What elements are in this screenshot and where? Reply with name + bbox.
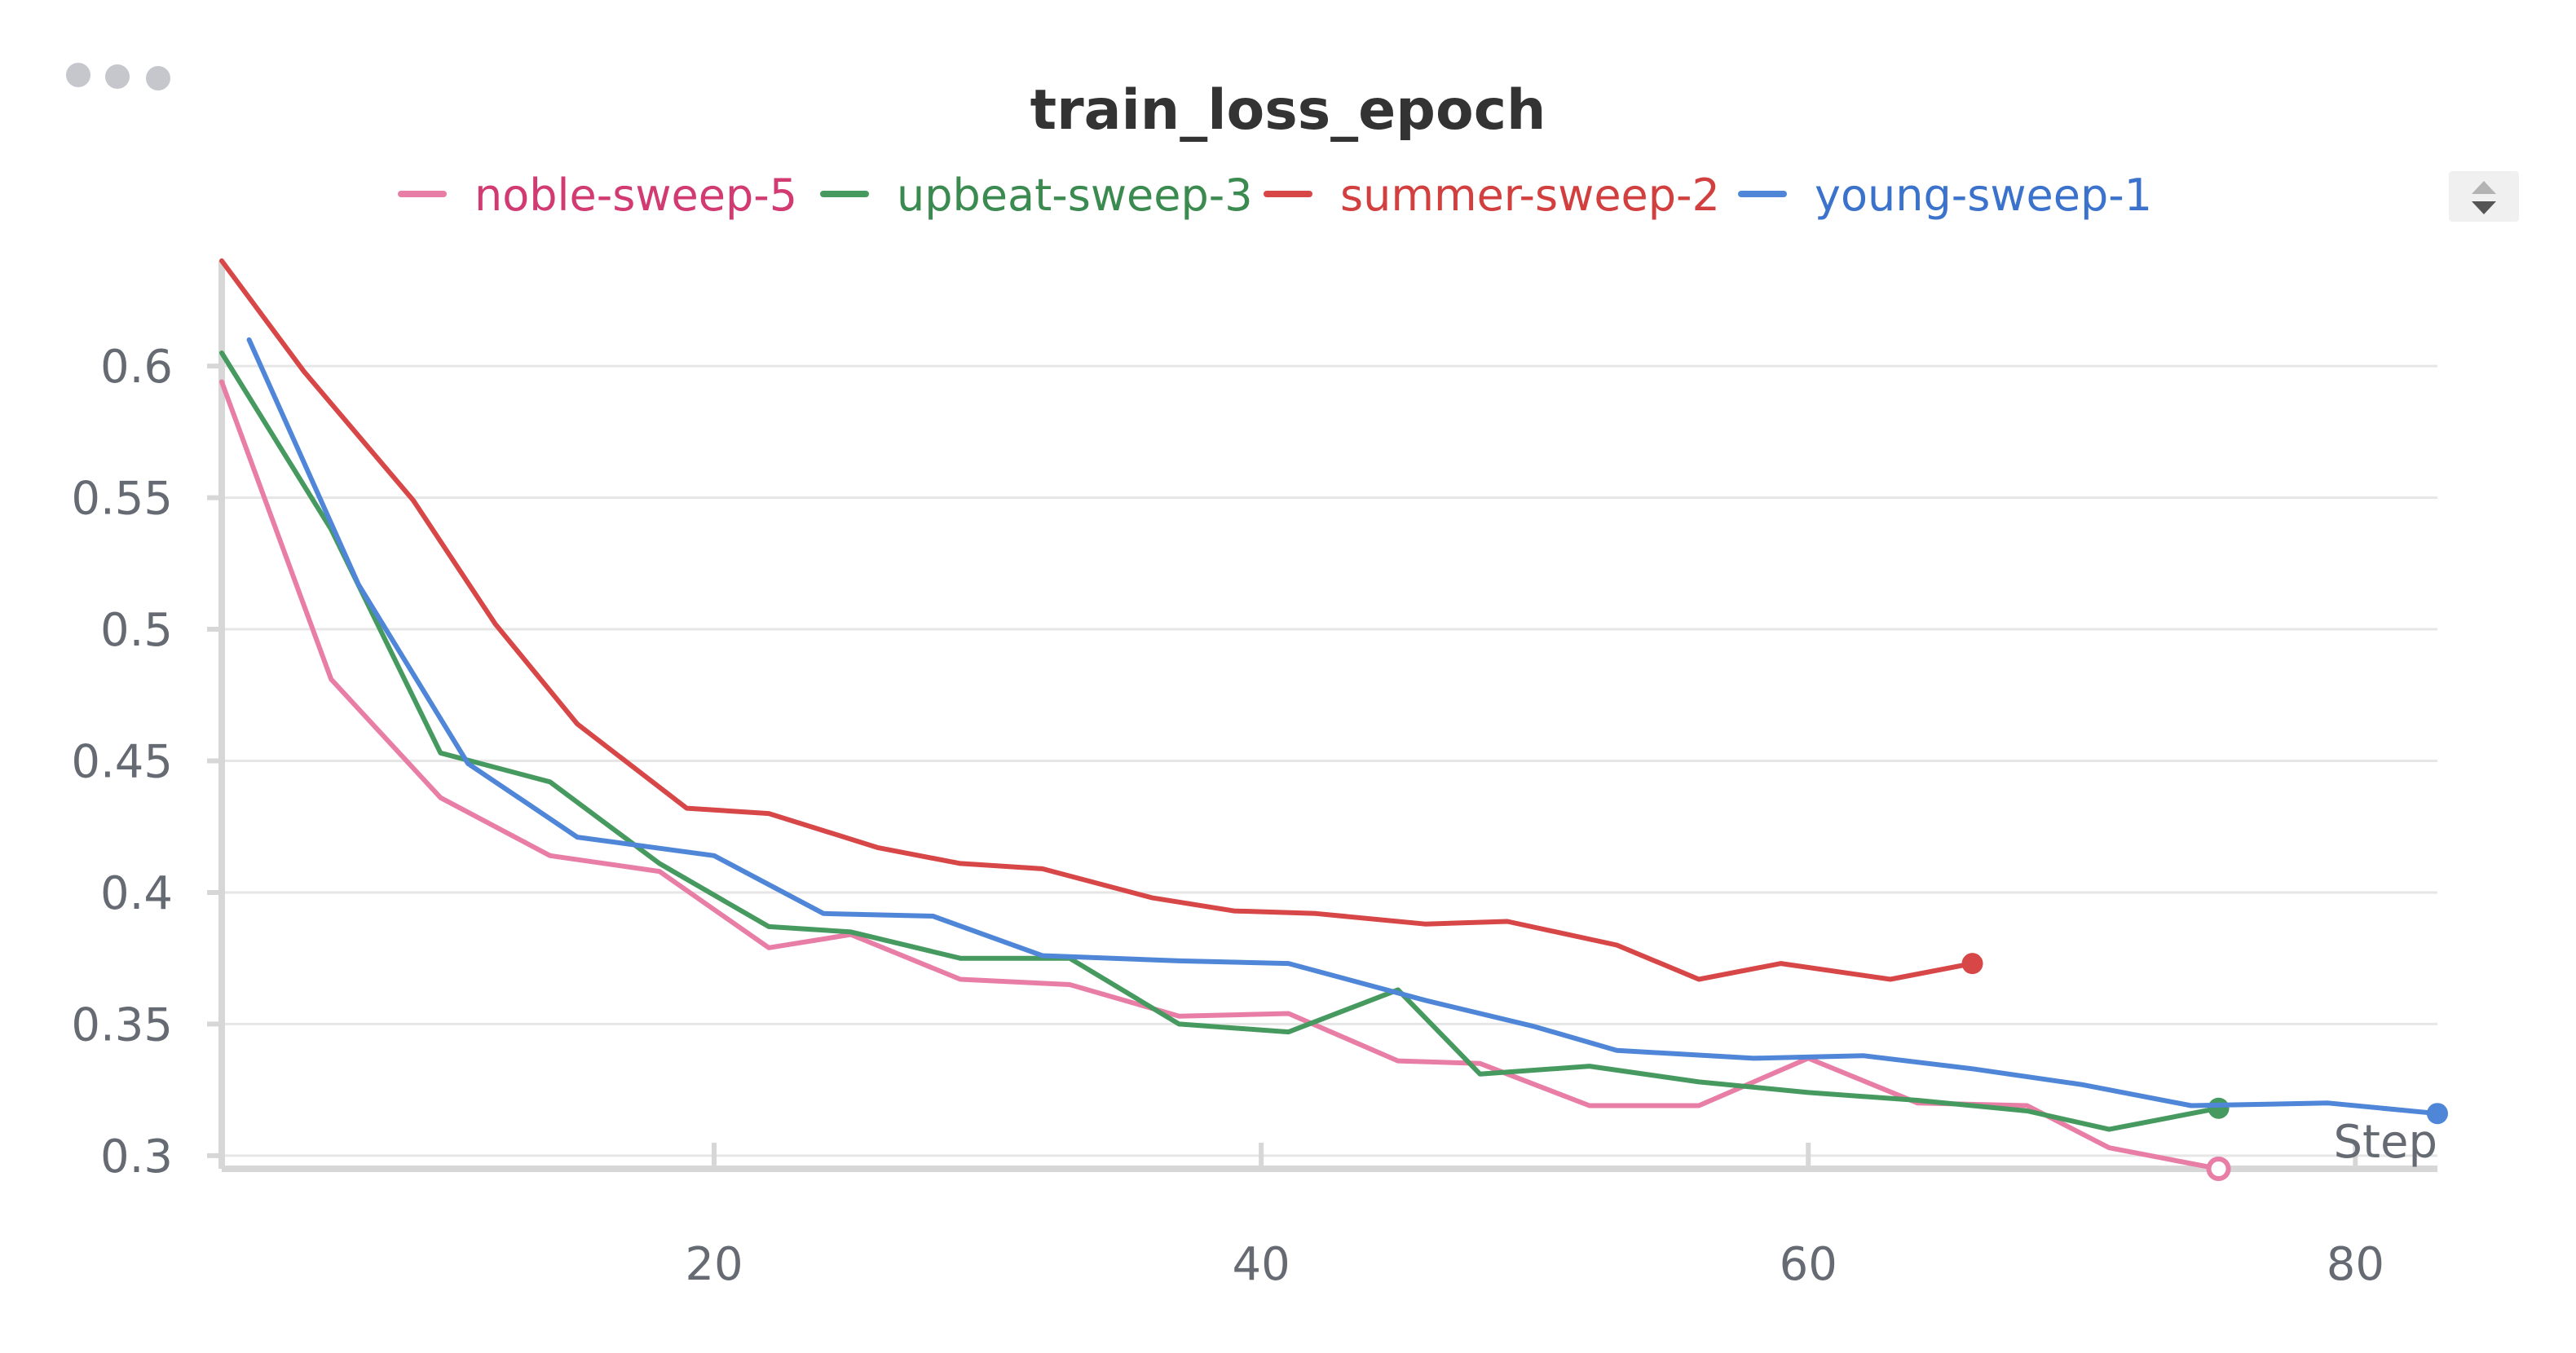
x-tick-label: 80 [2327,1238,2384,1291]
series-end-point-upbeat-sweep-3[interactable] [2208,1097,2230,1119]
legend-label: summer-sweep-2 [1340,170,1720,221]
y-tick-label: 0.45 [71,736,173,789]
x-axis-label: Step [2333,1116,2437,1169]
series-end-point-summer-sweep-2[interactable] [1961,953,1983,975]
series-line-noble-sweep-5[interactable] [219,379,2221,1171]
chart-title: train_loss_epoch [1030,78,1546,143]
y-tick-label: 0.35 [71,998,173,1051]
legend-item-upbeat-sweep-3[interactable]: upbeat-sweep-3 [820,170,1253,221]
legend-item-young-sweep-1[interactable]: young-sweep-1 [1738,170,2152,221]
y-tick-label: 0.6 [100,341,173,394]
up-down-arrows-icon[interactable] [2449,171,2519,222]
series-end-point-noble-sweep-5[interactable] [2206,1157,2231,1181]
legend: noble-sweep-5 upbeat-sweep-3 summer-sweep-… [398,170,2152,221]
plot-area [219,258,2448,1181]
x-tick-label: 20 [685,1238,743,1291]
y-tick-label: 0.5 [100,604,173,657]
series-line-upbeat-sweep-3[interactable] [219,350,2221,1132]
legend-item-noble-sweep-5[interactable]: noble-sweep-5 [398,170,797,221]
legend-item-summer-sweep-2[interactable]: summer-sweep-2 [1264,170,1720,221]
axes [218,261,2437,1172]
y-tick-label: 0.4 [100,867,173,920]
ellipsis-icon[interactable] [66,63,170,90]
grid-lines [222,364,2437,1157]
series-line-young-sweep-1[interactable] [246,337,2440,1117]
y-tick-label: 0.55 [71,473,173,526]
x-tick-label: 60 [1780,1238,1837,1291]
tick-labels: 0.3 0.35 0.4 0.45 0.5 0.55 0.6 20 40 60 80 [71,341,2384,1291]
legend-label: upbeat-sweep-3 [897,170,1253,221]
x-tick-label: 40 [1232,1238,1290,1291]
legend-label: noble-sweep-5 [474,170,797,221]
y-tick-label: 0.3 [100,1130,173,1183]
legend-label: young-sweep-1 [1815,170,2152,221]
series-line-summer-sweep-2[interactable] [219,258,1975,982]
series-end-point-young-sweep-1[interactable] [2427,1103,2448,1125]
